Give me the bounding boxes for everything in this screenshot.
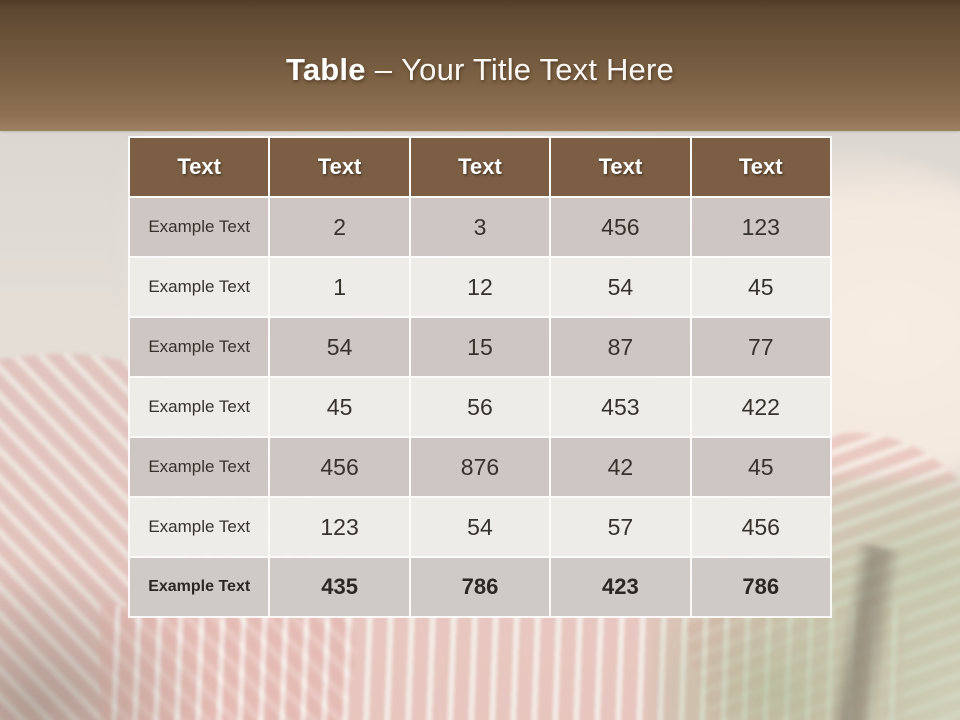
table-cell: 54 bbox=[551, 258, 690, 316]
table-cell: 77 bbox=[691, 318, 830, 376]
column-header: Text bbox=[551, 138, 690, 196]
slide-title-prefix: Table bbox=[286, 52, 366, 87]
table-cell: 423 bbox=[551, 558, 690, 616]
row-label: Example Text bbox=[130, 438, 269, 496]
table-cell: 56 bbox=[410, 378, 550, 436]
row-label: Example Text bbox=[130, 378, 269, 436]
row-label: Example Text bbox=[130, 198, 269, 256]
table-row: Example Text 45 56 453 422 bbox=[130, 378, 830, 436]
data-table: Text Text Text Text Text Example Text 2 … bbox=[128, 136, 832, 618]
table-total-row: Example Text 435 786 423 786 bbox=[130, 558, 830, 616]
table-cell: 15 bbox=[410, 318, 550, 376]
table-row: Example Text 456 876 42 45 bbox=[130, 438, 830, 496]
slide-title-rest: Your Title Text Here bbox=[401, 52, 674, 87]
table-cell: 876 bbox=[410, 438, 550, 496]
row-label: Example Text bbox=[130, 318, 269, 376]
table-row: Example Text 123 54 57 456 bbox=[130, 498, 830, 556]
table-header-row: Text Text Text Text Text bbox=[130, 138, 830, 196]
table-cell: 2 bbox=[270, 198, 409, 256]
table-cell: 57 bbox=[551, 498, 690, 556]
table-cell: 45 bbox=[691, 438, 830, 496]
table-row: Example Text 2 3 456 123 bbox=[130, 198, 830, 256]
title-band: Table – Your Title Text Here bbox=[0, 0, 960, 131]
table-cell: 453 bbox=[551, 378, 690, 436]
table-cell: 1 bbox=[270, 258, 409, 316]
table-cell: 456 bbox=[691, 498, 830, 556]
table-cell: 422 bbox=[691, 378, 830, 436]
table-cell: 786 bbox=[410, 558, 550, 616]
table-cell: 12 bbox=[410, 258, 550, 316]
row-label: Example Text bbox=[130, 258, 269, 316]
table-cell: 3 bbox=[410, 198, 550, 256]
column-header: Text bbox=[270, 138, 409, 196]
table-cell: 456 bbox=[551, 198, 690, 256]
column-header: Text bbox=[130, 138, 269, 196]
table-cell: 87 bbox=[551, 318, 690, 376]
table-cell: 123 bbox=[691, 198, 830, 256]
column-header: Text bbox=[410, 138, 550, 196]
table-cell: 45 bbox=[270, 378, 409, 436]
table-cell: 435 bbox=[270, 558, 409, 616]
slide-title-separator: – bbox=[374, 52, 393, 87]
table-row: Example Text 1 12 54 45 bbox=[130, 258, 830, 316]
row-label: Example Text bbox=[130, 558, 269, 616]
table-cell: 786 bbox=[691, 558, 830, 616]
table-cell: 45 bbox=[691, 258, 830, 316]
row-label: Example Text bbox=[130, 498, 269, 556]
table-row: Example Text 54 15 87 77 bbox=[130, 318, 830, 376]
table-cell: 123 bbox=[270, 498, 409, 556]
table-cell: 54 bbox=[410, 498, 550, 556]
slide-title: Table – Your Title Text Here bbox=[0, 52, 960, 88]
table-cell: 42 bbox=[551, 438, 690, 496]
table-cell: 54 bbox=[270, 318, 409, 376]
table-cell: 456 bbox=[270, 438, 409, 496]
table-container: Text Text Text Text Text Example Text 2 … bbox=[128, 136, 832, 618]
column-header: Text bbox=[691, 138, 830, 196]
